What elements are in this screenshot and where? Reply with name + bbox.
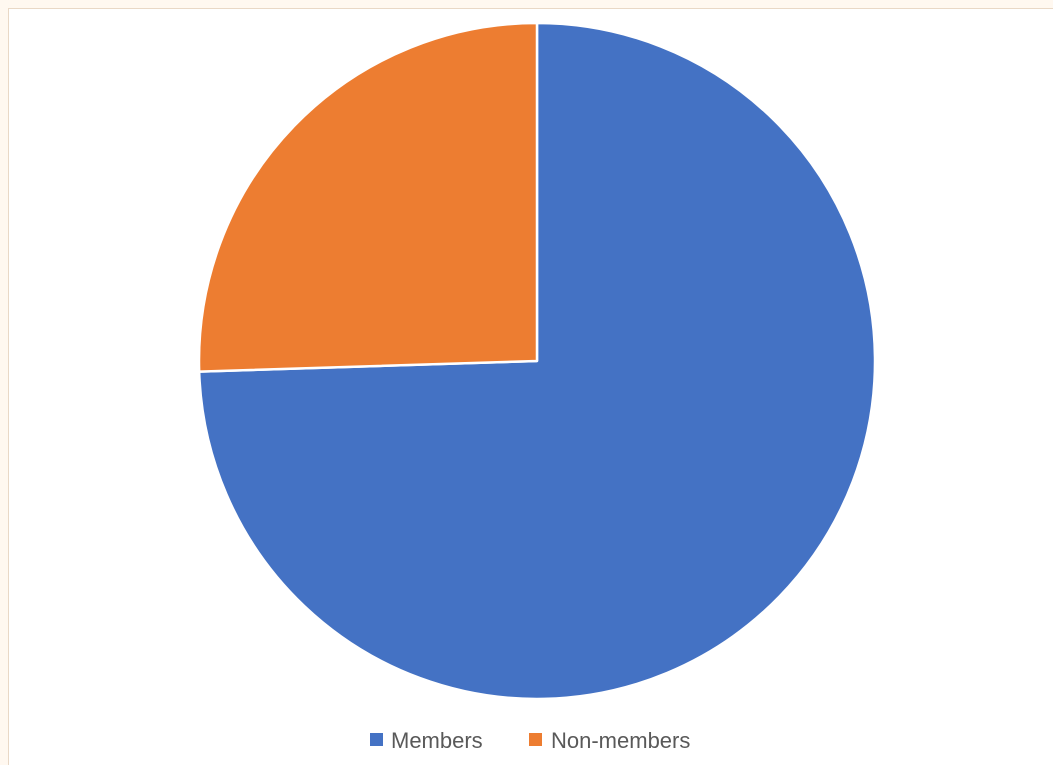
pie-slices bbox=[197, 21, 877, 701]
legend-label-members: Members bbox=[391, 728, 483, 753]
legend-label-non-members: Non-members bbox=[551, 728, 690, 753]
pie-slice-non-members bbox=[197, 21, 539, 373]
chart-legend: Members Non-members bbox=[370, 728, 690, 753]
legend-swatch-members bbox=[370, 733, 383, 746]
legend-swatch-non-members bbox=[529, 733, 542, 746]
